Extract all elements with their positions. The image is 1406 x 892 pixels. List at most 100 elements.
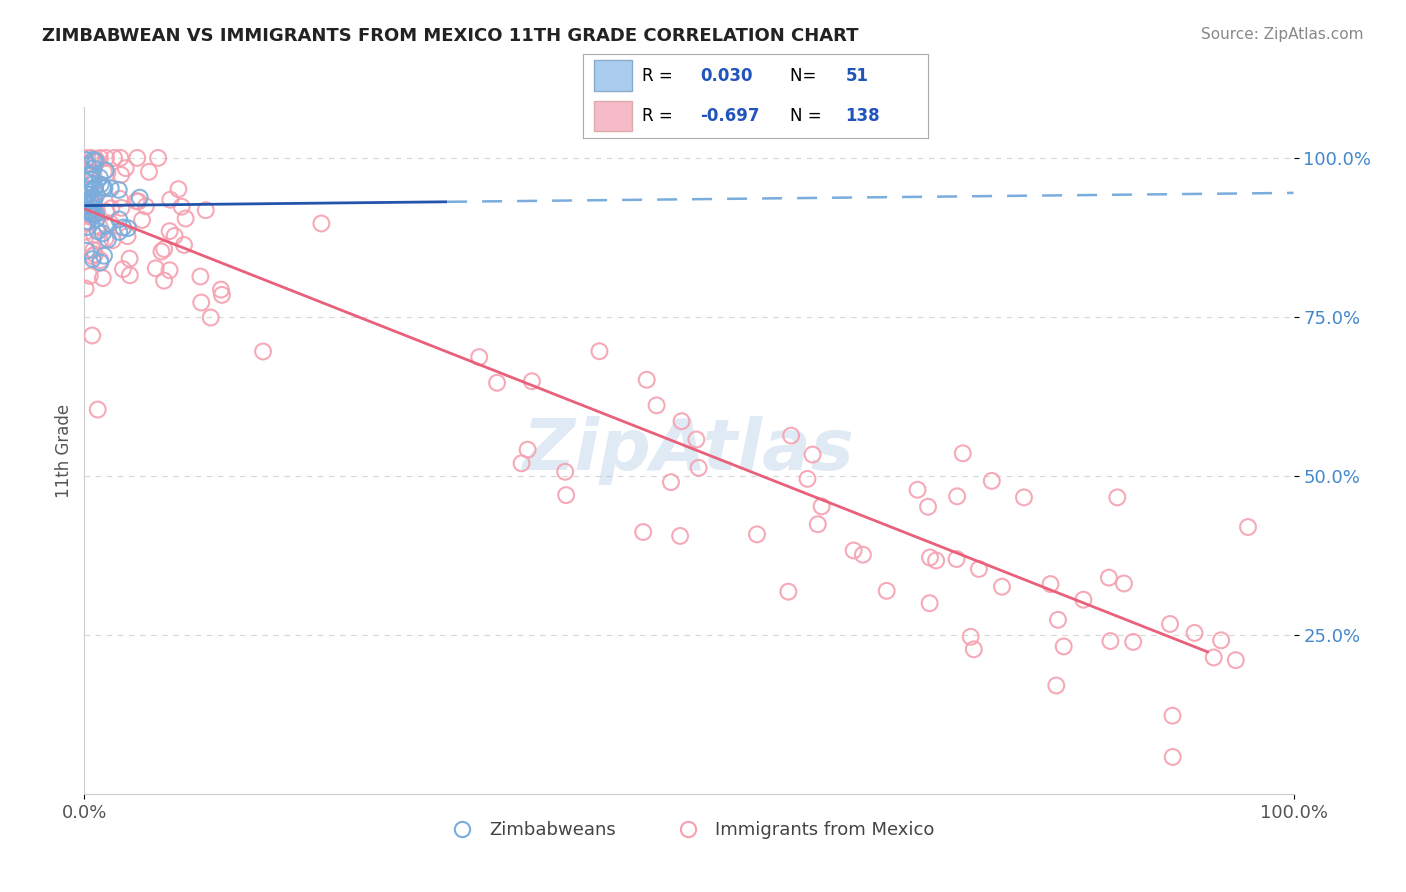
Point [96, 219, 118, 233]
Point [516, 442, 538, 457]
Point [1046, 613, 1069, 627]
Point [103, 151, 125, 165]
Point [89, 151, 111, 165]
Point [96, 166, 118, 180]
Point [75, 153, 97, 167]
Point [82, 252, 104, 266]
Point [117, 229, 139, 244]
Point [688, 460, 710, 475]
Point [153, 274, 176, 288]
Point [107, 183, 129, 197]
Point [159, 224, 181, 238]
Point [980, 474, 1002, 488]
Point [991, 580, 1014, 594]
Point [842, 543, 865, 558]
Point [89, 255, 111, 269]
Point [127, 194, 149, 209]
Y-axis label: 11th Grade: 11th Grade [55, 403, 73, 498]
Point [93, 181, 115, 195]
Point [190, 269, 212, 284]
Point [1107, 491, 1129, 505]
Point [209, 283, 232, 297]
Point [75, 197, 97, 211]
Point [1098, 571, 1121, 585]
Point [82, 194, 104, 208]
Point [79, 204, 101, 219]
Point [468, 350, 491, 364]
Point [80, 172, 103, 186]
Point [91, 271, 114, 285]
Point [83, 192, 105, 206]
Point [82, 195, 104, 210]
Point [952, 446, 974, 460]
Point [75, 168, 97, 182]
Point [252, 344, 274, 359]
Point [146, 151, 169, 165]
Point [83, 182, 105, 196]
Point [194, 203, 217, 218]
Point [1045, 678, 1067, 692]
Point [80, 203, 103, 218]
Point [79, 198, 101, 212]
Bar [593, 101, 631, 131]
Point [190, 295, 212, 310]
Point [796, 472, 818, 486]
Point [959, 630, 981, 644]
Point [86, 224, 108, 238]
Point [84, 180, 107, 194]
Point [82, 203, 104, 218]
Point [83, 199, 105, 213]
Point [967, 562, 990, 576]
Point [112, 220, 135, 235]
Point [170, 200, 193, 214]
Text: ZipAtlas: ZipAtlas [523, 416, 855, 485]
Text: 0.030: 0.030 [700, 67, 754, 85]
Point [108, 225, 131, 239]
Point [636, 373, 658, 387]
Point [96, 204, 118, 219]
Point [118, 268, 141, 283]
Text: 138: 138 [845, 107, 880, 125]
Point [79, 191, 101, 205]
Point [510, 456, 533, 470]
Point [671, 414, 693, 428]
Point [82, 167, 104, 181]
Point [588, 344, 610, 359]
Point [89, 253, 111, 268]
Text: N=: N= [790, 67, 821, 85]
Point [645, 398, 668, 412]
Point [82, 328, 104, 343]
Point [75, 194, 97, 208]
Point [110, 201, 132, 215]
Point [79, 268, 101, 283]
Point [84, 154, 107, 169]
Point [91, 227, 114, 241]
Point [128, 191, 150, 205]
Point [946, 489, 969, 503]
Point [1161, 750, 1184, 764]
Point [153, 242, 176, 256]
Point [127, 151, 149, 165]
Point [100, 202, 122, 216]
Point [1112, 576, 1135, 591]
Text: -0.697: -0.697 [700, 107, 761, 125]
Point [83, 161, 105, 176]
Point [84, 207, 107, 221]
Point [80, 176, 103, 190]
Point [94, 163, 117, 178]
Point [1225, 653, 1247, 667]
Point [94, 204, 117, 219]
Point [167, 182, 190, 196]
Point [200, 310, 222, 325]
Point [93, 249, 115, 263]
Point [82, 208, 104, 222]
Point [135, 199, 157, 213]
Point [131, 213, 153, 227]
Point [108, 192, 131, 206]
Point [76, 187, 98, 202]
Point [82, 201, 104, 215]
Point [80, 178, 103, 192]
Point [1053, 640, 1076, 654]
Point [93, 165, 115, 179]
Point [76, 158, 98, 172]
